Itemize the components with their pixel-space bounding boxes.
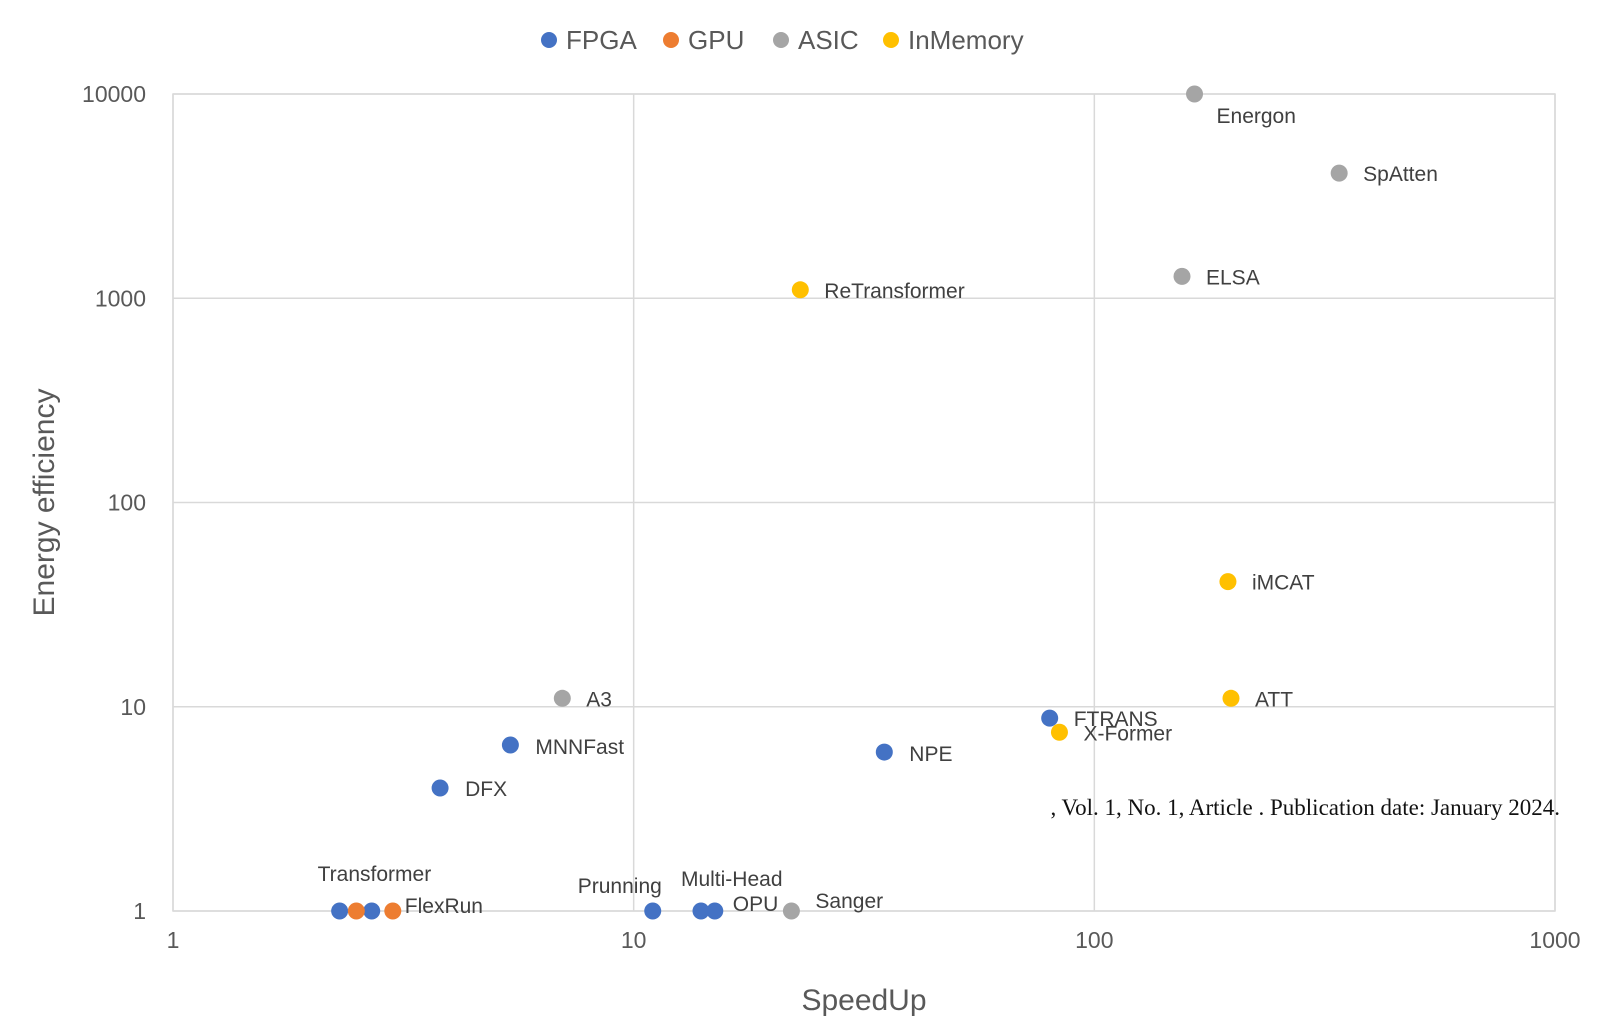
- data-label-x-former: X-Former: [1083, 722, 1172, 745]
- data-label-att: ATT: [1255, 688, 1293, 711]
- x-tick-label: 1000: [1529, 927, 1580, 953]
- data-points: [331, 85, 1348, 920]
- point-asic-spatten: [1330, 164, 1348, 182]
- legend-marker-asic: [773, 32, 789, 48]
- data-label-sanger: Sanger: [815, 890, 883, 913]
- grid-lines: [172, 93, 1556, 912]
- point-gpu-unlabeled: [347, 902, 365, 920]
- legend-label-gpu: GPU: [688, 25, 744, 55]
- data-label-multi-head: Multi-Head: [681, 868, 783, 891]
- point-fpga-prunning: [644, 902, 662, 920]
- data-label-ftrans: FTRANS: [1074, 708, 1158, 731]
- point-asic-energon: [1186, 85, 1204, 103]
- point-asic-a3: [553, 689, 571, 707]
- axis-ticks: 1 10 100 1000 1 10 100 1000 10000: [82, 81, 1581, 953]
- point-fpga-mnnfast: [501, 736, 519, 754]
- point-fpga-ftrans: [1041, 709, 1059, 727]
- data-label-mnnfast: MNNFast: [535, 736, 624, 759]
- point-inmemory-imcat: [1219, 573, 1237, 591]
- data-label-imcat: iMCAT: [1252, 572, 1315, 595]
- point-gpu-flexrun: [384, 902, 402, 920]
- y-tick-label: 100: [108, 490, 146, 516]
- y-tick-label: 10: [120, 694, 146, 720]
- x-tick-label: 100: [1075, 927, 1113, 953]
- legend-label-fpga: FPGA: [566, 25, 637, 55]
- y-tick-label: 1000: [95, 285, 146, 311]
- y-tick-label: 1: [133, 898, 146, 924]
- y-tick-label: 10000: [82, 81, 146, 107]
- data-label-flexrun: FlexRun: [405, 895, 483, 918]
- data-label-transformer: Transformer: [318, 863, 432, 886]
- point-asic-elsa: [1173, 267, 1191, 285]
- data-label-a3: A3: [586, 688, 612, 711]
- data-label-dfx: DFX: [465, 778, 507, 801]
- point-inmemory-x-former: [1050, 723, 1068, 741]
- point-inmemory-att: [1222, 689, 1240, 707]
- data-label-npe: NPE: [909, 743, 952, 766]
- legend: FPGA GPU ASIC InMemory: [541, 25, 1024, 55]
- legend-label-asic: ASIC: [798, 25, 859, 55]
- legend-marker-inmemory: [883, 32, 899, 48]
- point-asic-sanger: [782, 902, 800, 920]
- point-fpga-multi-head: [692, 902, 710, 920]
- data-label-prunning: Prunning: [578, 875, 662, 898]
- legend-marker-fpga: [541, 32, 557, 48]
- legend-label-inmemory: InMemory: [908, 25, 1024, 55]
- data-label-elsa: ELSA: [1206, 266, 1260, 289]
- point-fpga-opu: [706, 902, 724, 920]
- point-inmemory-retransformer: [791, 281, 809, 299]
- y-axis-title: Energy efficiency: [28, 389, 61, 617]
- publication-footer: , Vol. 1, No. 1, Article . Publication d…: [1050, 795, 1560, 820]
- point-fpga-unlabeled: [363, 902, 381, 920]
- x-tick-label: 1: [167, 927, 180, 953]
- data-label-opu: OPU: [733, 893, 779, 916]
- x-tick-label: 10: [621, 927, 647, 953]
- x-axis-title: SpeedUp: [801, 984, 926, 1017]
- data-label-spatten: SpAtten: [1363, 163, 1438, 186]
- point-fpga-transformer: [331, 902, 349, 920]
- point-fpga-dfx: [431, 779, 449, 797]
- data-labels: Transformer DFX MNNFast Prunning Multi-HeadO…: [318, 105, 1438, 918]
- data-label-retransformer: ReTransformer: [824, 280, 964, 303]
- point-fpga-npe: [875, 743, 893, 761]
- data-label-energon: Energon: [1217, 105, 1296, 128]
- legend-marker-gpu: [663, 32, 679, 48]
